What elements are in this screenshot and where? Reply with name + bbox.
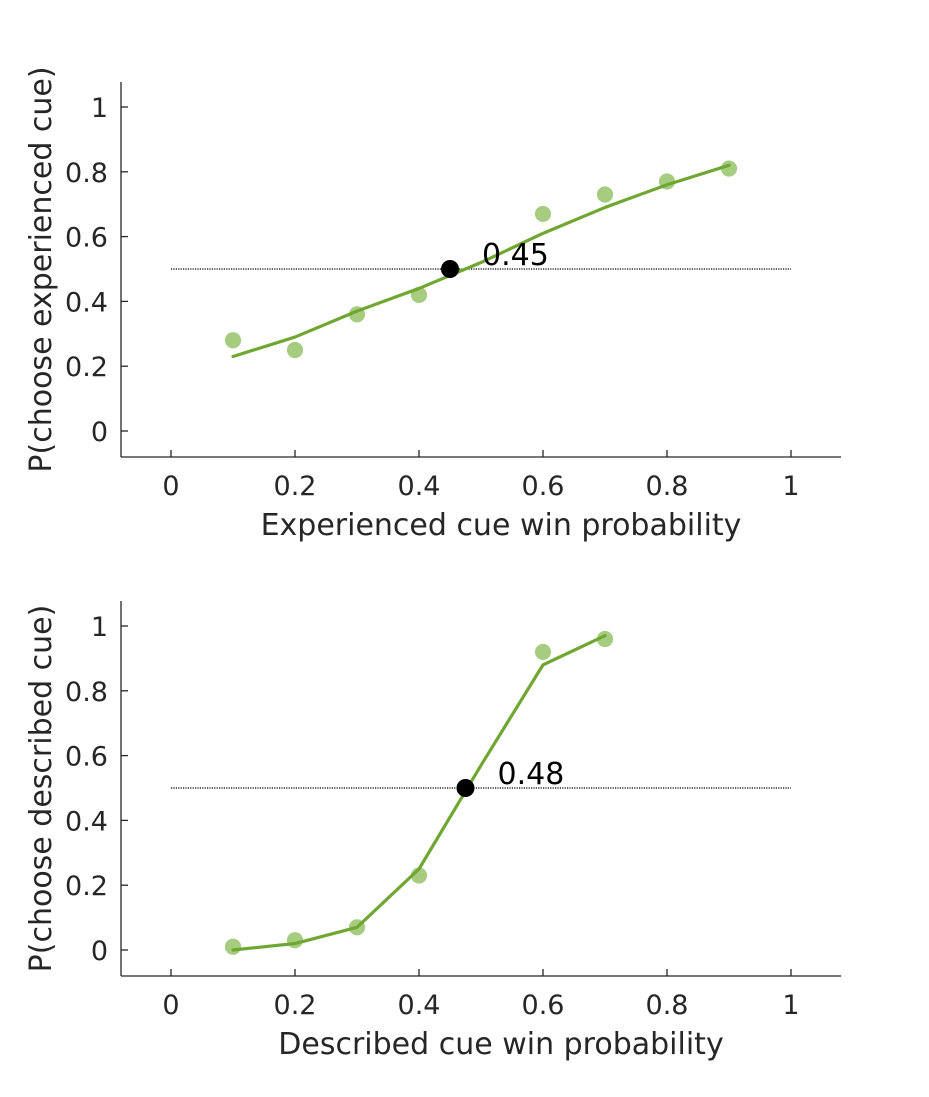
threshold-point	[456, 779, 475, 797]
threshold-label: 0.45	[482, 238, 549, 273]
y-tick-label: 0.2	[65, 352, 108, 383]
x-tick-label: 1	[782, 471, 799, 502]
y-tick-label: 0	[91, 936, 108, 967]
data-point	[534, 643, 552, 661]
y-tick-label: 0.8	[65, 158, 108, 189]
x-tick-label: 0.2	[274, 471, 317, 502]
x-axis-label: Experienced cue win probability	[261, 508, 742, 543]
chart-panel-1: 0 0.2 0.4 0.6 0.8 1 0 0.2 0.4 0.6 0.8 1 Experienced …	[24, 66, 841, 543]
data-point	[224, 937, 242, 956]
y-tick-label: 0.4	[65, 806, 108, 837]
x-tick-label: 0.8	[646, 471, 689, 502]
y-tick-label: 0.6	[65, 223, 108, 254]
y-tick-label: 1	[91, 93, 108, 124]
y-axis-label: P(choose described cue)	[24, 605, 59, 973]
y-tick-label: 1	[91, 612, 108, 643]
x-tick-label: 0.8	[646, 990, 689, 1021]
y-tick-label: 0.8	[65, 677, 108, 708]
chart-panel-2: 0 0.2 0.4 0.6 0.8 1 0 0.2 0.4 0.6 0.8 1 Described cu…	[24, 601, 841, 1062]
threshold-label: 0.48	[498, 757, 565, 792]
data-point	[534, 205, 552, 223]
data-point	[286, 341, 304, 359]
x-tick-label: 0.4	[398, 990, 441, 1021]
y-tick-label: 0	[91, 417, 108, 448]
y-tick-label: 0.4	[65, 287, 108, 318]
y-tick-label: 0.6	[65, 742, 108, 773]
x-tick-label: 0	[162, 990, 179, 1021]
data-point	[224, 331, 242, 350]
fit-line	[231, 634, 607, 952]
x-tick-label: 0.2	[274, 990, 317, 1021]
x-tick-label: 0.6	[522, 471, 565, 502]
fit-line	[231, 163, 731, 359]
y-axis-label: P(choose experienced cue)	[24, 66, 59, 472]
x-tick-label: 1	[782, 990, 799, 1021]
data-point	[286, 931, 304, 950]
x-tick-label: 0.4	[398, 471, 441, 502]
x-tick-label: 0.6	[522, 990, 565, 1021]
x-axis-label: Described cue win probability	[278, 1027, 723, 1062]
x-tick-label: 0	[162, 471, 179, 502]
y-tick-label: 0.2	[65, 871, 108, 902]
data-point	[596, 185, 614, 204]
threshold-point	[441, 260, 459, 278]
